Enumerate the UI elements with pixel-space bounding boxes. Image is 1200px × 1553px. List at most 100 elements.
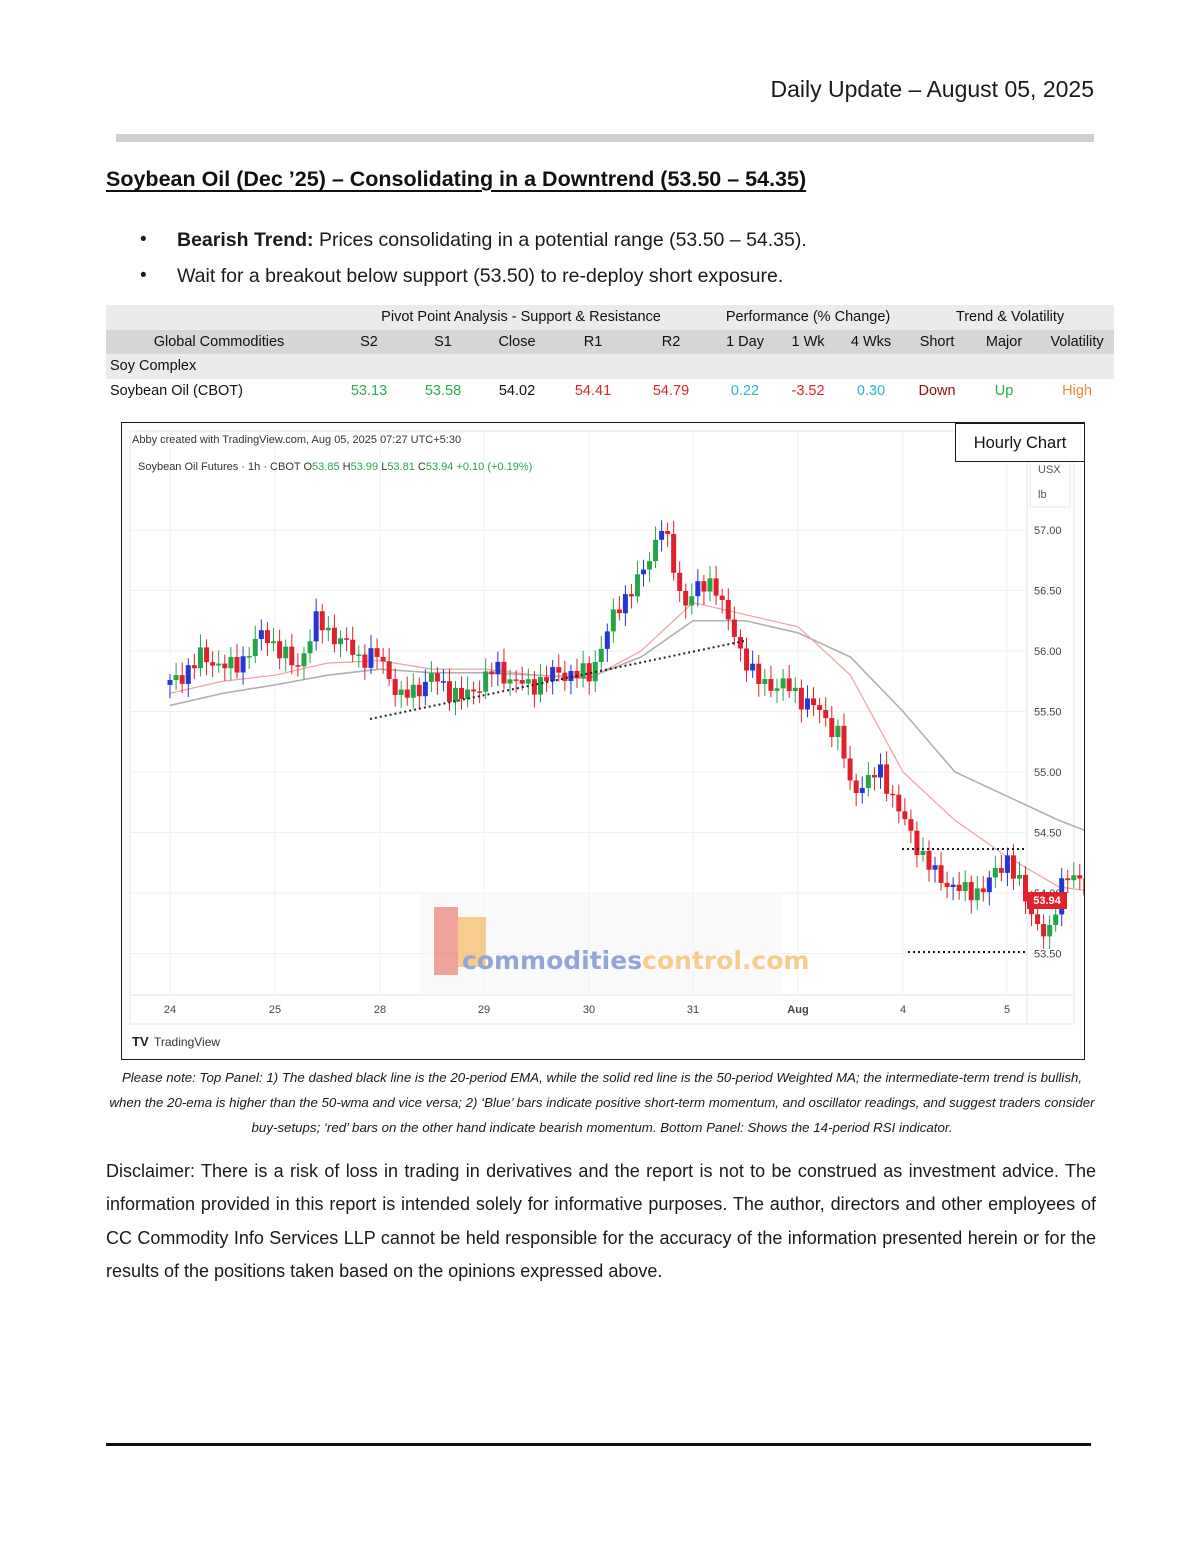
candles: [167, 520, 1084, 949]
chart-credit: Abby created with TradingView.com, Aug 0…: [132, 434, 461, 446]
candle-body: [1035, 914, 1041, 925]
candle-body: [246, 656, 252, 658]
candle-body: [871, 774, 877, 778]
candle-body: [562, 672, 568, 681]
report-date: Daily Update – August 05, 2025: [770, 76, 1094, 102]
candle-body: [653, 539, 659, 562]
group-performance: Performance (% Change): [710, 305, 907, 330]
candle-body: [701, 581, 707, 592]
candle-body: [228, 657, 234, 669]
candle-body: [968, 882, 974, 901]
candle-body: [374, 648, 380, 657]
candle-body: [647, 561, 653, 570]
col-header: 4 Wks: [836, 329, 907, 354]
candle-body: [440, 681, 446, 683]
candle-body: [659, 531, 665, 540]
candle-body: [890, 793, 896, 796]
price-tick: 55.00: [1034, 767, 1062, 779]
candle-body: [495, 661, 501, 675]
candle-body: [471, 689, 477, 692]
candle-body: [222, 663, 228, 669]
candle-body: [277, 641, 283, 659]
candle-body: [507, 679, 513, 684]
table-category-row: Soy Complex: [106, 354, 1115, 379]
candle-body: [204, 647, 210, 663]
candle-body: [944, 882, 950, 887]
candle-body: [628, 594, 634, 597]
candle-body: [986, 877, 992, 893]
price-tick: 53.50: [1034, 949, 1062, 961]
time-tick: 5: [1004, 1004, 1010, 1016]
candle-body: [167, 680, 173, 685]
candle-body: [932, 865, 938, 870]
candle-body: [671, 534, 677, 573]
candle-body: [823, 710, 829, 719]
candle-body: [884, 764, 890, 794]
candle-body: [210, 662, 216, 666]
group-trend: Trend & Volatility: [906, 305, 1115, 330]
candle-body: [992, 867, 998, 878]
col-header: S1: [406, 329, 480, 354]
candle-body: [531, 679, 537, 695]
group-pivot: Pivot Point Analysis - Support & Resista…: [332, 305, 711, 330]
candle-body: [416, 684, 422, 697]
col-header: 1 Day: [710, 329, 781, 354]
candle-body: [434, 673, 440, 682]
candle-body: [453, 687, 459, 702]
s2-value: 53.13: [350, 382, 388, 399]
candle-body: [501, 661, 507, 684]
candle-body: [719, 595, 725, 601]
candle-body: [574, 670, 580, 679]
candle-body: [780, 678, 786, 689]
header-divider: [116, 134, 1094, 142]
key-point: Bearish Trend: Prices consolidating in a…: [140, 222, 1100, 258]
col-header: Major: [968, 329, 1041, 354]
candle-body: [422, 681, 428, 697]
r1-value: 54.41: [574, 382, 612, 399]
candle-body: [313, 611, 319, 642]
candle-body: [1077, 875, 1083, 879]
price-tick: 54.50: [1034, 828, 1062, 840]
time-tick: 28: [374, 1004, 386, 1016]
key-points-list: Bearish Trend: Prices consolidating in a…: [140, 222, 1100, 294]
candle-body: [410, 684, 416, 698]
candle-body: [1010, 855, 1016, 879]
candle-body: [368, 648, 374, 668]
candle-body: [258, 630, 264, 639]
candle-body: [974, 888, 980, 901]
disclaimer: Disclaimer: There is a risk of loss in t…: [106, 1161, 1096, 1281]
candle-body: [1004, 855, 1010, 873]
time-tick: Aug: [787, 1004, 808, 1016]
candle-body: [798, 687, 804, 710]
candle-body: [677, 572, 683, 591]
candle-body: [811, 698, 817, 706]
candle-body: [537, 677, 543, 695]
candle-body: [707, 578, 713, 592]
candle-body: [762, 679, 768, 685]
candle-body: [744, 648, 750, 671]
last-price-value: 53.94: [1033, 895, 1061, 907]
candle-body: [568, 670, 574, 681]
candle-body: [829, 718, 835, 737]
candle-body: [513, 679, 519, 681]
candle-body: [586, 663, 592, 682]
candle-body: [404, 689, 410, 698]
candle-body: [622, 594, 628, 614]
candle-body: [197, 647, 203, 669]
col-header: R1: [554, 329, 632, 354]
candle-body: [598, 648, 604, 662]
report-title: Soybean Oil (Dec ’25) – Consolidating in…: [106, 167, 807, 191]
unit-top: USX: [1038, 464, 1061, 476]
col-header: Volatility: [1040, 329, 1115, 354]
candle-body: [362, 654, 368, 668]
candle-body: [956, 884, 962, 891]
table-group-header: Pivot Point Analysis - Support & Resista…: [106, 305, 1115, 330]
chart-pane-border: [129, 430, 1075, 1025]
candle-body: [859, 788, 865, 794]
price-tick: 56.50: [1034, 586, 1062, 598]
candle-body: [319, 611, 325, 631]
col-header: Short: [906, 329, 969, 354]
watermark-logo-block: [458, 917, 486, 967]
short-trend: Down: [918, 382, 956, 399]
candle-body: [544, 677, 550, 682]
